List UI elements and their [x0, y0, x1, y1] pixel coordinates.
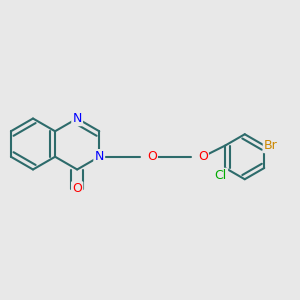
Text: N: N — [94, 150, 104, 163]
Text: N: N — [73, 112, 82, 125]
Text: Cl: Cl — [214, 169, 227, 182]
Text: O: O — [147, 150, 157, 163]
Text: O: O — [72, 182, 82, 196]
Text: O: O — [198, 150, 208, 163]
Text: Br: Br — [264, 139, 278, 152]
